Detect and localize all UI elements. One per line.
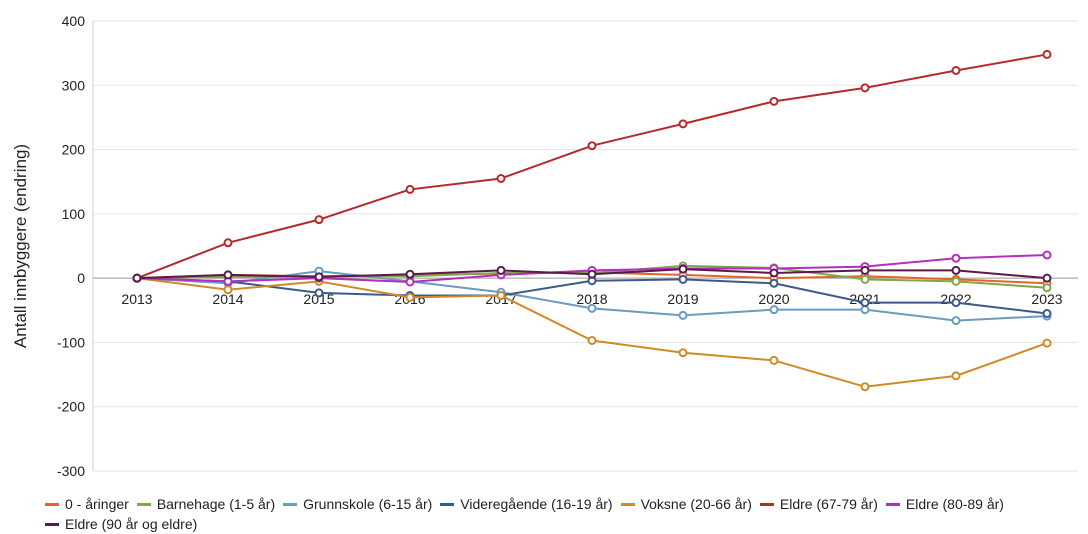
legend-swatch bbox=[759, 502, 774, 506]
point bbox=[860, 305, 870, 315]
point bbox=[587, 336, 597, 345]
y-tick-label: -100 bbox=[57, 334, 85, 350]
point bbox=[132, 273, 142, 283]
legend-item: Eldre (67-79 år) bbox=[759, 494, 878, 514]
point bbox=[1042, 283, 1052, 293]
x-tick-label: 2015 bbox=[303, 291, 334, 307]
point bbox=[223, 285, 233, 295]
x-tick-label: 2014 bbox=[212, 291, 243, 307]
point bbox=[405, 184, 415, 194]
point bbox=[769, 278, 779, 288]
legend-swatch bbox=[136, 502, 151, 506]
legend-label: Eldre (80-89 år) bbox=[905, 496, 1004, 512]
point bbox=[678, 348, 688, 358]
point bbox=[769, 268, 779, 278]
point bbox=[951, 265, 961, 275]
point bbox=[314, 272, 324, 282]
point bbox=[405, 292, 415, 302]
point bbox=[769, 305, 779, 315]
x-tick-label: 2013 bbox=[121, 291, 152, 307]
point bbox=[860, 274, 870, 284]
legend-swatch bbox=[45, 522, 59, 526]
legend-item: 0 - åringer bbox=[45, 494, 129, 514]
x-tick-label: 2020 bbox=[758, 291, 789, 307]
x-tick-label: 2023 bbox=[1031, 291, 1062, 307]
y-tick-label: 100 bbox=[62, 206, 86, 222]
point bbox=[587, 303, 597, 313]
point bbox=[1042, 309, 1052, 318]
point bbox=[678, 264, 688, 274]
point bbox=[1042, 250, 1052, 260]
point bbox=[951, 371, 961, 381]
legend-label: Barnehage (1-5 år) bbox=[156, 496, 276, 512]
legend-label: Videregående (16-19 år) bbox=[460, 496, 613, 512]
y-tick-label: -200 bbox=[57, 399, 85, 415]
legend-swatch bbox=[440, 502, 455, 506]
y-tick-label: 0 bbox=[77, 270, 85, 286]
point bbox=[1042, 273, 1052, 283]
point bbox=[1042, 49, 1052, 59]
point bbox=[678, 310, 688, 320]
point bbox=[769, 96, 779, 106]
y-axis-label: Antall innbyggere (endring) bbox=[11, 144, 30, 348]
point bbox=[951, 298, 961, 308]
legend-swatch bbox=[885, 502, 900, 506]
point bbox=[951, 66, 961, 75]
point bbox=[496, 174, 506, 183]
legend-item: Eldre (90 år og eldre) bbox=[45, 514, 197, 534]
point bbox=[860, 382, 870, 392]
point bbox=[314, 215, 324, 225]
legend-label: Voksne (20-66 år) bbox=[640, 496, 752, 512]
point bbox=[860, 298, 870, 308]
point bbox=[496, 291, 506, 300]
x-tick-label: 2019 bbox=[667, 291, 698, 307]
y-tick-label: 300 bbox=[62, 77, 86, 93]
point bbox=[223, 238, 233, 248]
point bbox=[587, 141, 597, 151]
point bbox=[678, 274, 688, 284]
legend-item: Voksne (20-66 år) bbox=[620, 494, 752, 514]
point bbox=[951, 276, 961, 286]
legend-swatch bbox=[283, 502, 298, 506]
point bbox=[1042, 338, 1052, 348]
point bbox=[587, 269, 597, 279]
legend-swatch bbox=[620, 502, 635, 506]
legend-item: Videregående (16-19 år) bbox=[440, 494, 613, 514]
point bbox=[405, 269, 415, 279]
series-line bbox=[136, 53, 1048, 280]
legend-label: 0 - åringer bbox=[65, 496, 129, 512]
point bbox=[405, 277, 415, 287]
legend-label: Eldre (90 år og eldre) bbox=[65, 516, 198, 532]
legend-label: Grunnskole (6-15 år) bbox=[303, 496, 433, 512]
legend-item: Barnehage (1-5 år) bbox=[136, 494, 276, 514]
chart: Antall innbyggere (endring) -300 -200 -100… bbox=[11, 13, 1078, 479]
legend-swatch bbox=[45, 502, 59, 506]
point bbox=[314, 288, 324, 298]
point bbox=[951, 253, 961, 263]
legend: 0 - åringer Barnehage (1-5 år) Grunnskole … bbox=[45, 494, 1075, 534]
legend-item: Grunnskole (6-15 år) bbox=[283, 494, 432, 514]
point bbox=[496, 265, 506, 275]
y-tick-label: -300 bbox=[57, 463, 85, 479]
point bbox=[860, 83, 870, 93]
point bbox=[223, 270, 233, 280]
point bbox=[951, 316, 961, 326]
y-tick-label: 200 bbox=[62, 142, 86, 158]
y-tick-label: 400 bbox=[62, 13, 86, 29]
point bbox=[769, 355, 779, 365]
legend-label: Eldre (67-79 år) bbox=[779, 496, 878, 512]
x-tick-label: 2018 bbox=[576, 291, 607, 307]
legend-item: Eldre (80-89 år) bbox=[885, 494, 1004, 514]
point bbox=[678, 119, 688, 129]
point bbox=[860, 265, 870, 275]
